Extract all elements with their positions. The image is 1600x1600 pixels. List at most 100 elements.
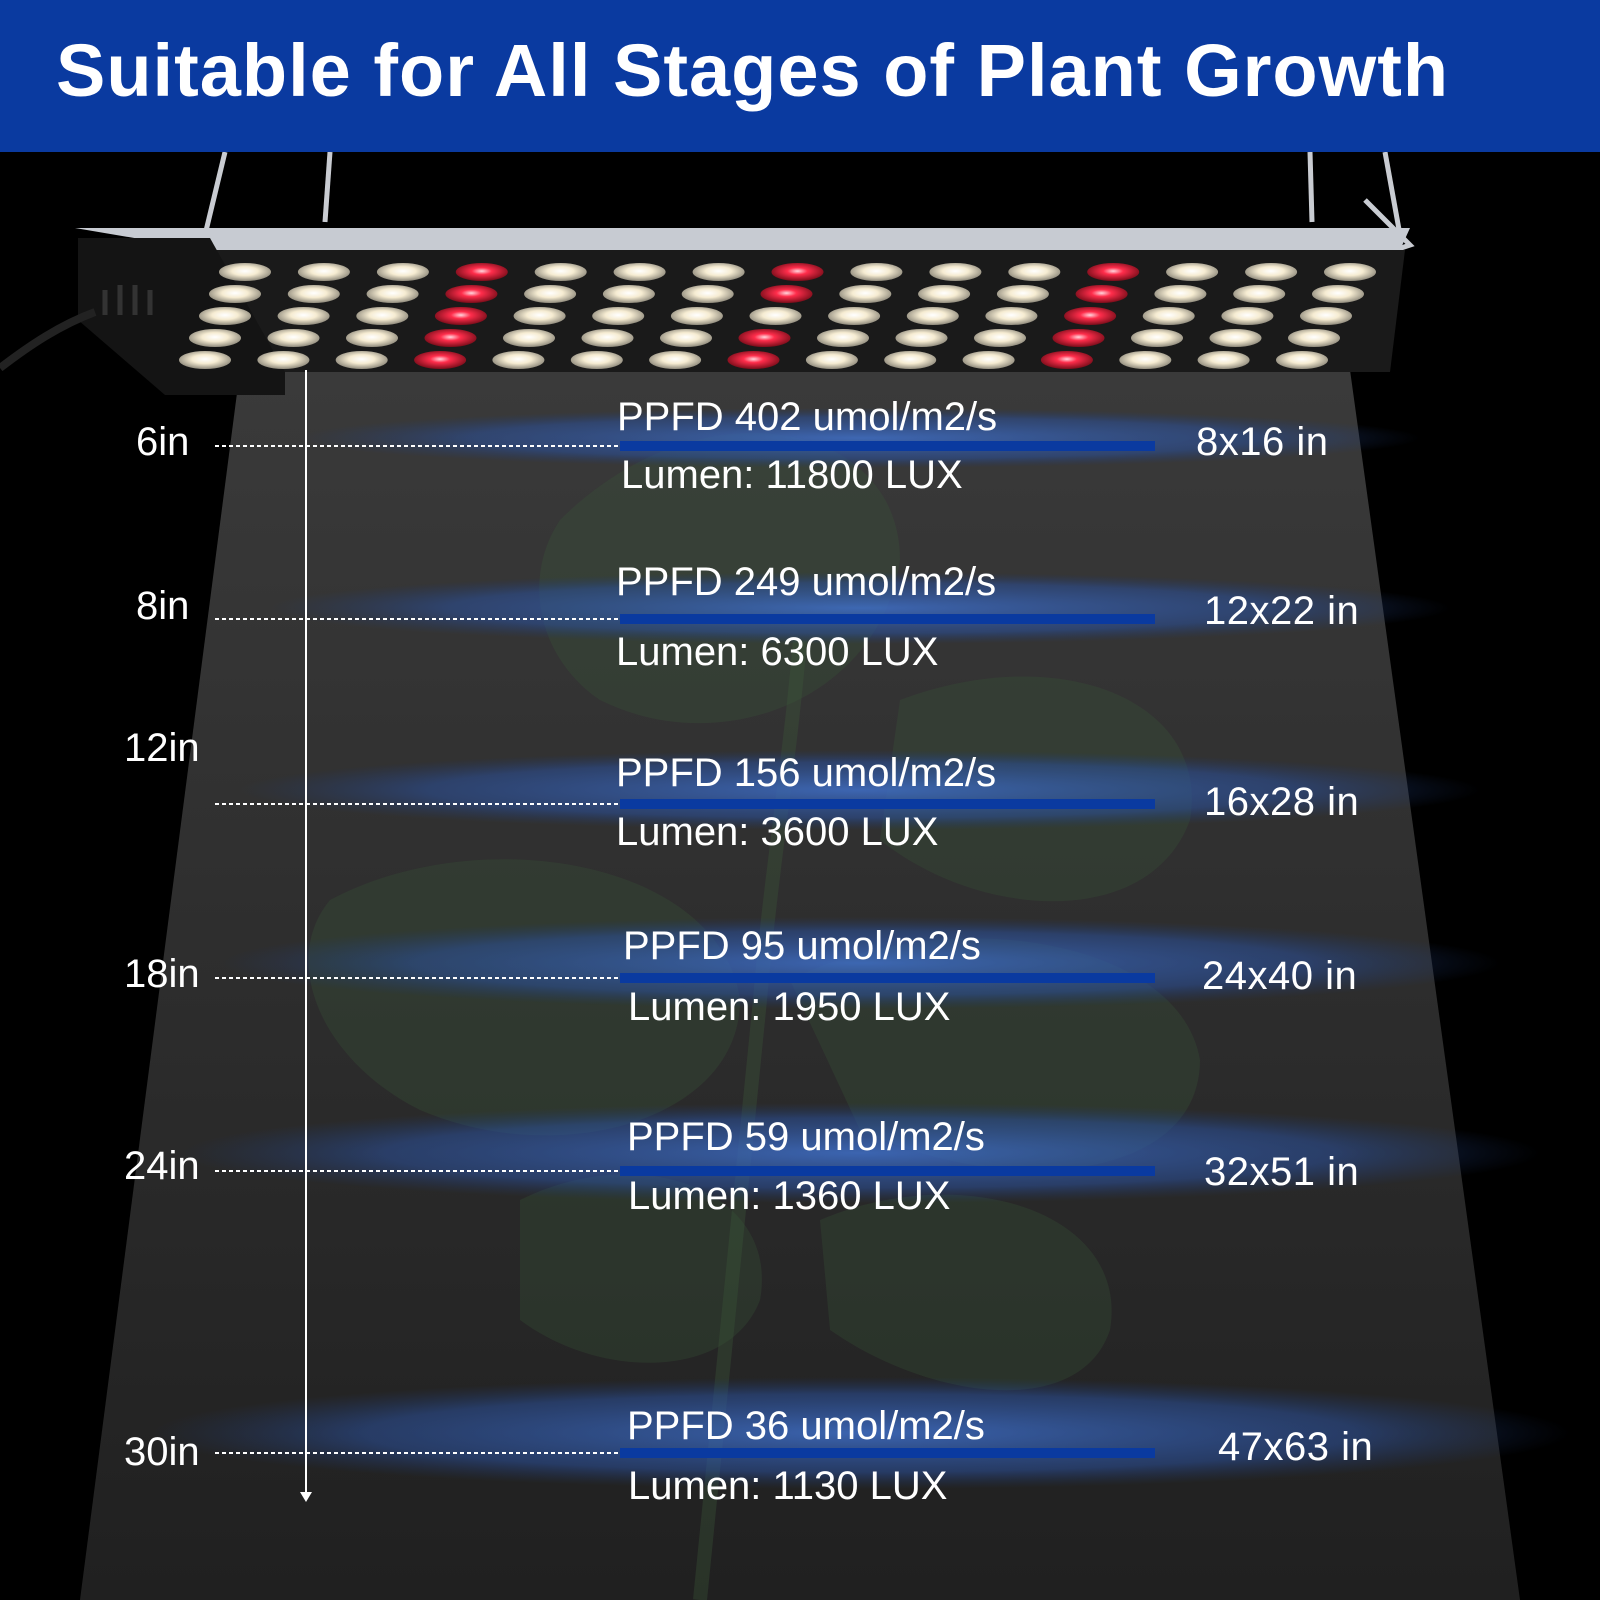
white-led	[996, 285, 1049, 303]
coverage-area: 47x63 in	[1218, 1425, 1374, 1469]
red-led	[1040, 351, 1093, 369]
white-led	[492, 351, 545, 369]
white-led	[692, 263, 745, 281]
white-led	[850, 263, 903, 281]
red-led	[1075, 285, 1128, 303]
white-led	[1276, 351, 1328, 369]
white-led	[1312, 285, 1364, 303]
distance-label: 24in	[124, 1144, 200, 1188]
white-led	[906, 307, 959, 325]
white-led	[1245, 263, 1298, 281]
distance-label: 18in	[124, 952, 200, 996]
distance-label: 30in	[124, 1430, 200, 1474]
red-led	[771, 263, 824, 281]
white-led	[189, 329, 241, 347]
white-led	[805, 351, 858, 369]
white-led	[974, 329, 1026, 347]
white-led	[534, 263, 587, 281]
red-led	[424, 329, 477, 347]
white-led	[267, 329, 320, 347]
white-led	[1197, 351, 1250, 369]
white-led	[649, 351, 702, 369]
white-led	[199, 307, 251, 325]
white-led	[257, 351, 310, 369]
product-scene	[0, 152, 1600, 1600]
lumen-value: Lumen: 1130 LUX	[628, 1464, 948, 1508]
red-led	[727, 351, 780, 369]
lumen-value: Lumen: 1360 LUX	[628, 1174, 951, 1218]
red-led	[1087, 263, 1140, 281]
white-led	[346, 329, 398, 347]
lumen-value: Lumen: 6300 LUX	[616, 630, 939, 674]
white-led	[817, 329, 869, 347]
red-led	[760, 285, 813, 303]
lumen-value: Lumen: 1950 LUX	[628, 985, 951, 1029]
white-led	[524, 285, 577, 303]
white-led	[895, 329, 948, 347]
red-led	[445, 285, 498, 303]
white-led	[209, 285, 261, 303]
white-led	[179, 351, 231, 369]
white-led	[1300, 307, 1352, 325]
white-led	[884, 351, 937, 369]
distance-label: 12in	[124, 726, 200, 770]
coverage-glows	[150, 408, 1570, 1489]
white-led	[839, 285, 892, 303]
coverage-area: 8x16 in	[1196, 420, 1329, 464]
white-led	[335, 351, 388, 369]
white-led	[1324, 263, 1376, 281]
white-led	[570, 351, 623, 369]
white-led	[503, 329, 555, 347]
white-led	[1288, 329, 1340, 347]
white-led	[660, 329, 712, 347]
red-led	[414, 351, 467, 369]
white-led	[592, 307, 645, 325]
ppfd-value: PPFD 36 umol/m2/s	[627, 1404, 985, 1448]
dashed-guides	[215, 445, 622, 1454]
coverage-area: 24x40 in	[1202, 954, 1358, 998]
white-led	[297, 263, 350, 281]
coverage-area: 16x28 in	[1204, 780, 1360, 824]
white-led	[1142, 307, 1195, 325]
header-banner: Suitable for All Stages of Plant Growth	[0, 0, 1600, 152]
white-led	[1131, 329, 1183, 347]
white-led	[1166, 263, 1219, 281]
white-led	[749, 307, 802, 325]
white-led	[1233, 285, 1286, 303]
ppfd-value: PPFD 156 umol/m2/s	[616, 751, 997, 795]
grow-light-panel	[0, 228, 1410, 395]
white-led	[581, 329, 634, 347]
white-led	[1209, 329, 1262, 347]
lumen-value: Lumen: 11800 LUX	[621, 453, 963, 497]
level-underlines	[620, 441, 1155, 1458]
white-led	[366, 285, 419, 303]
red-led	[434, 307, 487, 325]
coverage-area: 32x51 in	[1204, 1150, 1360, 1194]
page-title: Suitable for All Stages of Plant Growth	[56, 29, 1450, 112]
white-led	[219, 263, 271, 281]
ppfd-value: PPFD 59 umol/m2/s	[627, 1115, 985, 1159]
distance-label: 8in	[136, 584, 190, 628]
ppfd-value: PPFD 95 umol/m2/s	[623, 924, 981, 968]
red-led	[738, 329, 791, 347]
white-led	[1119, 351, 1172, 369]
white-led	[1154, 285, 1207, 303]
white-led	[602, 285, 655, 303]
white-led	[918, 285, 971, 303]
red-led	[1052, 329, 1105, 347]
grow-light-illustration	[0, 152, 1570, 1600]
white-led	[356, 307, 409, 325]
red-led	[1064, 307, 1117, 325]
white-led	[828, 307, 881, 325]
white-led	[376, 263, 429, 281]
ppfd-value: PPFD 249 umol/m2/s	[616, 560, 997, 604]
white-led	[613, 263, 666, 281]
ppfd-value: PPFD 402 umol/m2/s	[617, 395, 998, 439]
white-led	[681, 285, 734, 303]
distance-label: 6in	[136, 420, 190, 464]
measure-arrow	[300, 1492, 312, 1502]
lumen-value: Lumen: 3600 LUX	[616, 810, 939, 854]
white-led	[1221, 307, 1274, 325]
coverage-area: 12x22 in	[1204, 589, 1360, 633]
white-led	[513, 307, 566, 325]
